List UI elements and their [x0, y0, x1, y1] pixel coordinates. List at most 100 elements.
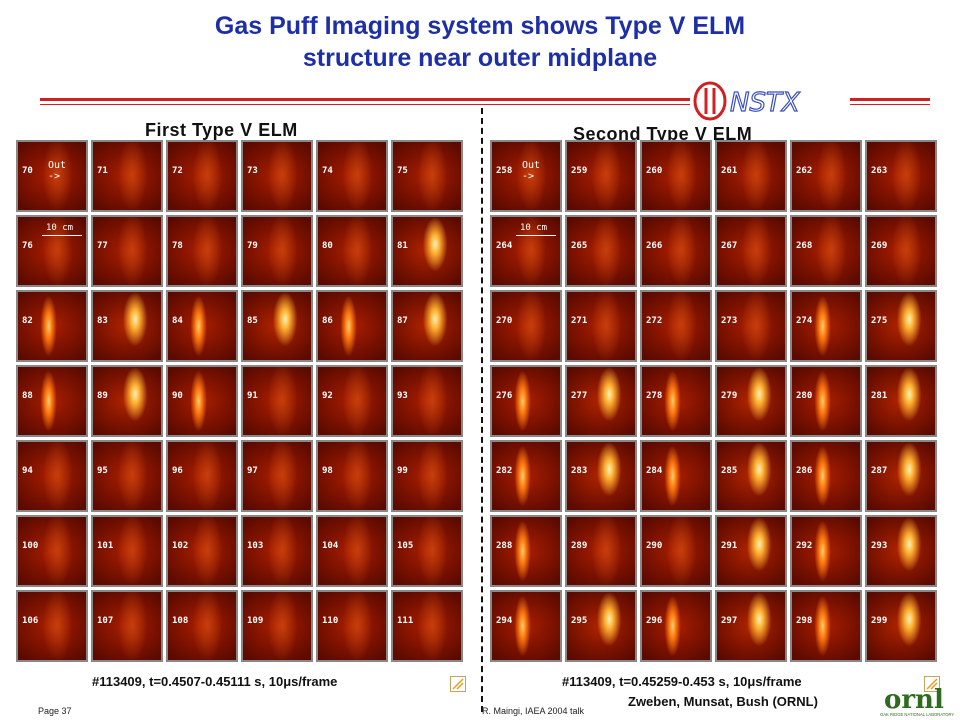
gpi-frame: 71: [91, 140, 163, 212]
frame-number: 263: [871, 166, 888, 176]
frame-number: 103: [247, 541, 264, 551]
gpi-frame: 288: [490, 515, 562, 587]
frame-number: 279: [721, 391, 738, 401]
frame-number: 100: [22, 541, 39, 551]
gpi-frame: 289: [565, 515, 637, 587]
out-label-text: Out: [522, 160, 541, 171]
gpi-frame: 276: [490, 365, 562, 437]
gpi-frame: 268: [790, 215, 862, 287]
frame-number: 80: [322, 241, 333, 251]
frame-number: 83: [97, 316, 108, 326]
frame-number: 104: [322, 541, 339, 551]
frame-number: 278: [646, 391, 663, 401]
gpi-frame: 109: [241, 590, 313, 662]
gpi-frame: 297: [715, 590, 787, 662]
resize-handle-icon: [450, 676, 466, 692]
frame-number: 92: [322, 391, 333, 401]
gpi-frame: 275: [865, 290, 937, 362]
out-arrow-text: ->: [48, 171, 61, 182]
gpi-frame: 108: [166, 590, 238, 662]
ornl-logo-subtext: OAK RIDGE NATIONAL LABORATORY: [880, 712, 954, 717]
gpi-frame: 88: [16, 365, 88, 437]
frame-number: 96: [172, 466, 183, 476]
gpi-frame: 263: [865, 140, 937, 212]
frame-number: 108: [172, 616, 189, 626]
gpi-frame: 286: [790, 440, 862, 512]
frame-number: 73: [247, 166, 258, 176]
gpi-frame: 292: [790, 515, 862, 587]
gpi-frame: 99: [391, 440, 463, 512]
gpi-frame: 264 10 cm: [490, 215, 562, 287]
gpi-frame: 74: [316, 140, 388, 212]
gpi-frame: 84: [166, 290, 238, 362]
gpi-frame: 107: [91, 590, 163, 662]
ornl-logo-text: ornl: [884, 685, 944, 715]
frame-number: 76: [22, 241, 33, 251]
gpi-frame: 80: [316, 215, 388, 287]
ornl-logo: ornl OAK RIDGE NATIONAL LABORATORY: [880, 685, 954, 717]
frame-number: 94: [22, 466, 33, 476]
frame-number: 294: [496, 616, 513, 626]
frame-number: 97: [247, 466, 258, 476]
frame-number: 86: [322, 316, 333, 326]
gpi-frame: 267: [715, 215, 787, 287]
frame-number: 78: [172, 241, 183, 251]
frame-number: 77: [97, 241, 108, 251]
scale-bar: [516, 235, 556, 236]
gpi-frame: 72: [166, 140, 238, 212]
frame-number: 292: [796, 541, 813, 551]
out-label-text: Out: [48, 160, 67, 171]
frame-number: 269: [871, 241, 888, 251]
frame-number: 84: [172, 316, 183, 326]
gpi-frame: 272: [640, 290, 712, 362]
frame-number: 272: [646, 316, 663, 326]
gpi-frame: 95: [91, 440, 163, 512]
frame-number: 261: [721, 166, 738, 176]
gpi-frame: 89: [91, 365, 163, 437]
scale-label: 10 cm: [46, 223, 74, 233]
page-number: Page 37: [38, 706, 72, 716]
gpi-frame: 110: [316, 590, 388, 662]
frame-number: 99: [397, 466, 408, 476]
gpi-frame: 260: [640, 140, 712, 212]
gpi-frame: 101: [91, 515, 163, 587]
gpi-frame: 81: [391, 215, 463, 287]
frame-number: 72: [172, 166, 183, 176]
frame-number: 270: [496, 316, 513, 326]
frame-number: 98: [322, 466, 333, 476]
gpi-frame: 86: [316, 290, 388, 362]
out-direction-label: Out ->: [48, 160, 66, 182]
frame-number: 70: [22, 166, 33, 176]
frame-number: 273: [721, 316, 738, 326]
credit-text: Zweben, Munsat, Bush (ORNL): [628, 694, 818, 709]
gpi-frame: 298: [790, 590, 862, 662]
gpi-frame: 93: [391, 365, 463, 437]
frame-number: 258: [496, 166, 513, 176]
gpi-frame: 285: [715, 440, 787, 512]
gpi-frame: 87: [391, 290, 463, 362]
gpi-frame: 269: [865, 215, 937, 287]
frame-number: 79: [247, 241, 258, 251]
gpi-frame: 82: [16, 290, 88, 362]
gpi-frame: 70 Out ->: [16, 140, 88, 212]
frame-number: 298: [796, 616, 813, 626]
frame-number: 91: [247, 391, 258, 401]
slide-title: Gas Puff Imaging system shows Type V ELM…: [60, 10, 900, 74]
left-frame-grid: 70 Out -> 71 72 73 74 75 76 10 cm 77 78 79 80 81 82 83 84…: [16, 140, 463, 662]
gpi-frame: 259: [565, 140, 637, 212]
gpi-frame: 296: [640, 590, 712, 662]
frame-number: 281: [871, 391, 888, 401]
gpi-frame: 266: [640, 215, 712, 287]
frame-number: 110: [322, 616, 339, 626]
gpi-frame: 96: [166, 440, 238, 512]
gpi-frame: 97: [241, 440, 313, 512]
gpi-frame: 271: [565, 290, 637, 362]
gpi-frame: 280: [790, 365, 862, 437]
frame-number: 71: [97, 166, 108, 176]
frame-number: 295: [571, 616, 588, 626]
gpi-frame: 103: [241, 515, 313, 587]
gpi-frame: 76 10 cm: [16, 215, 88, 287]
frame-number: 266: [646, 241, 663, 251]
panel-divider: [481, 108, 483, 712]
left-panel-title: First Type V ELM: [142, 120, 301, 141]
